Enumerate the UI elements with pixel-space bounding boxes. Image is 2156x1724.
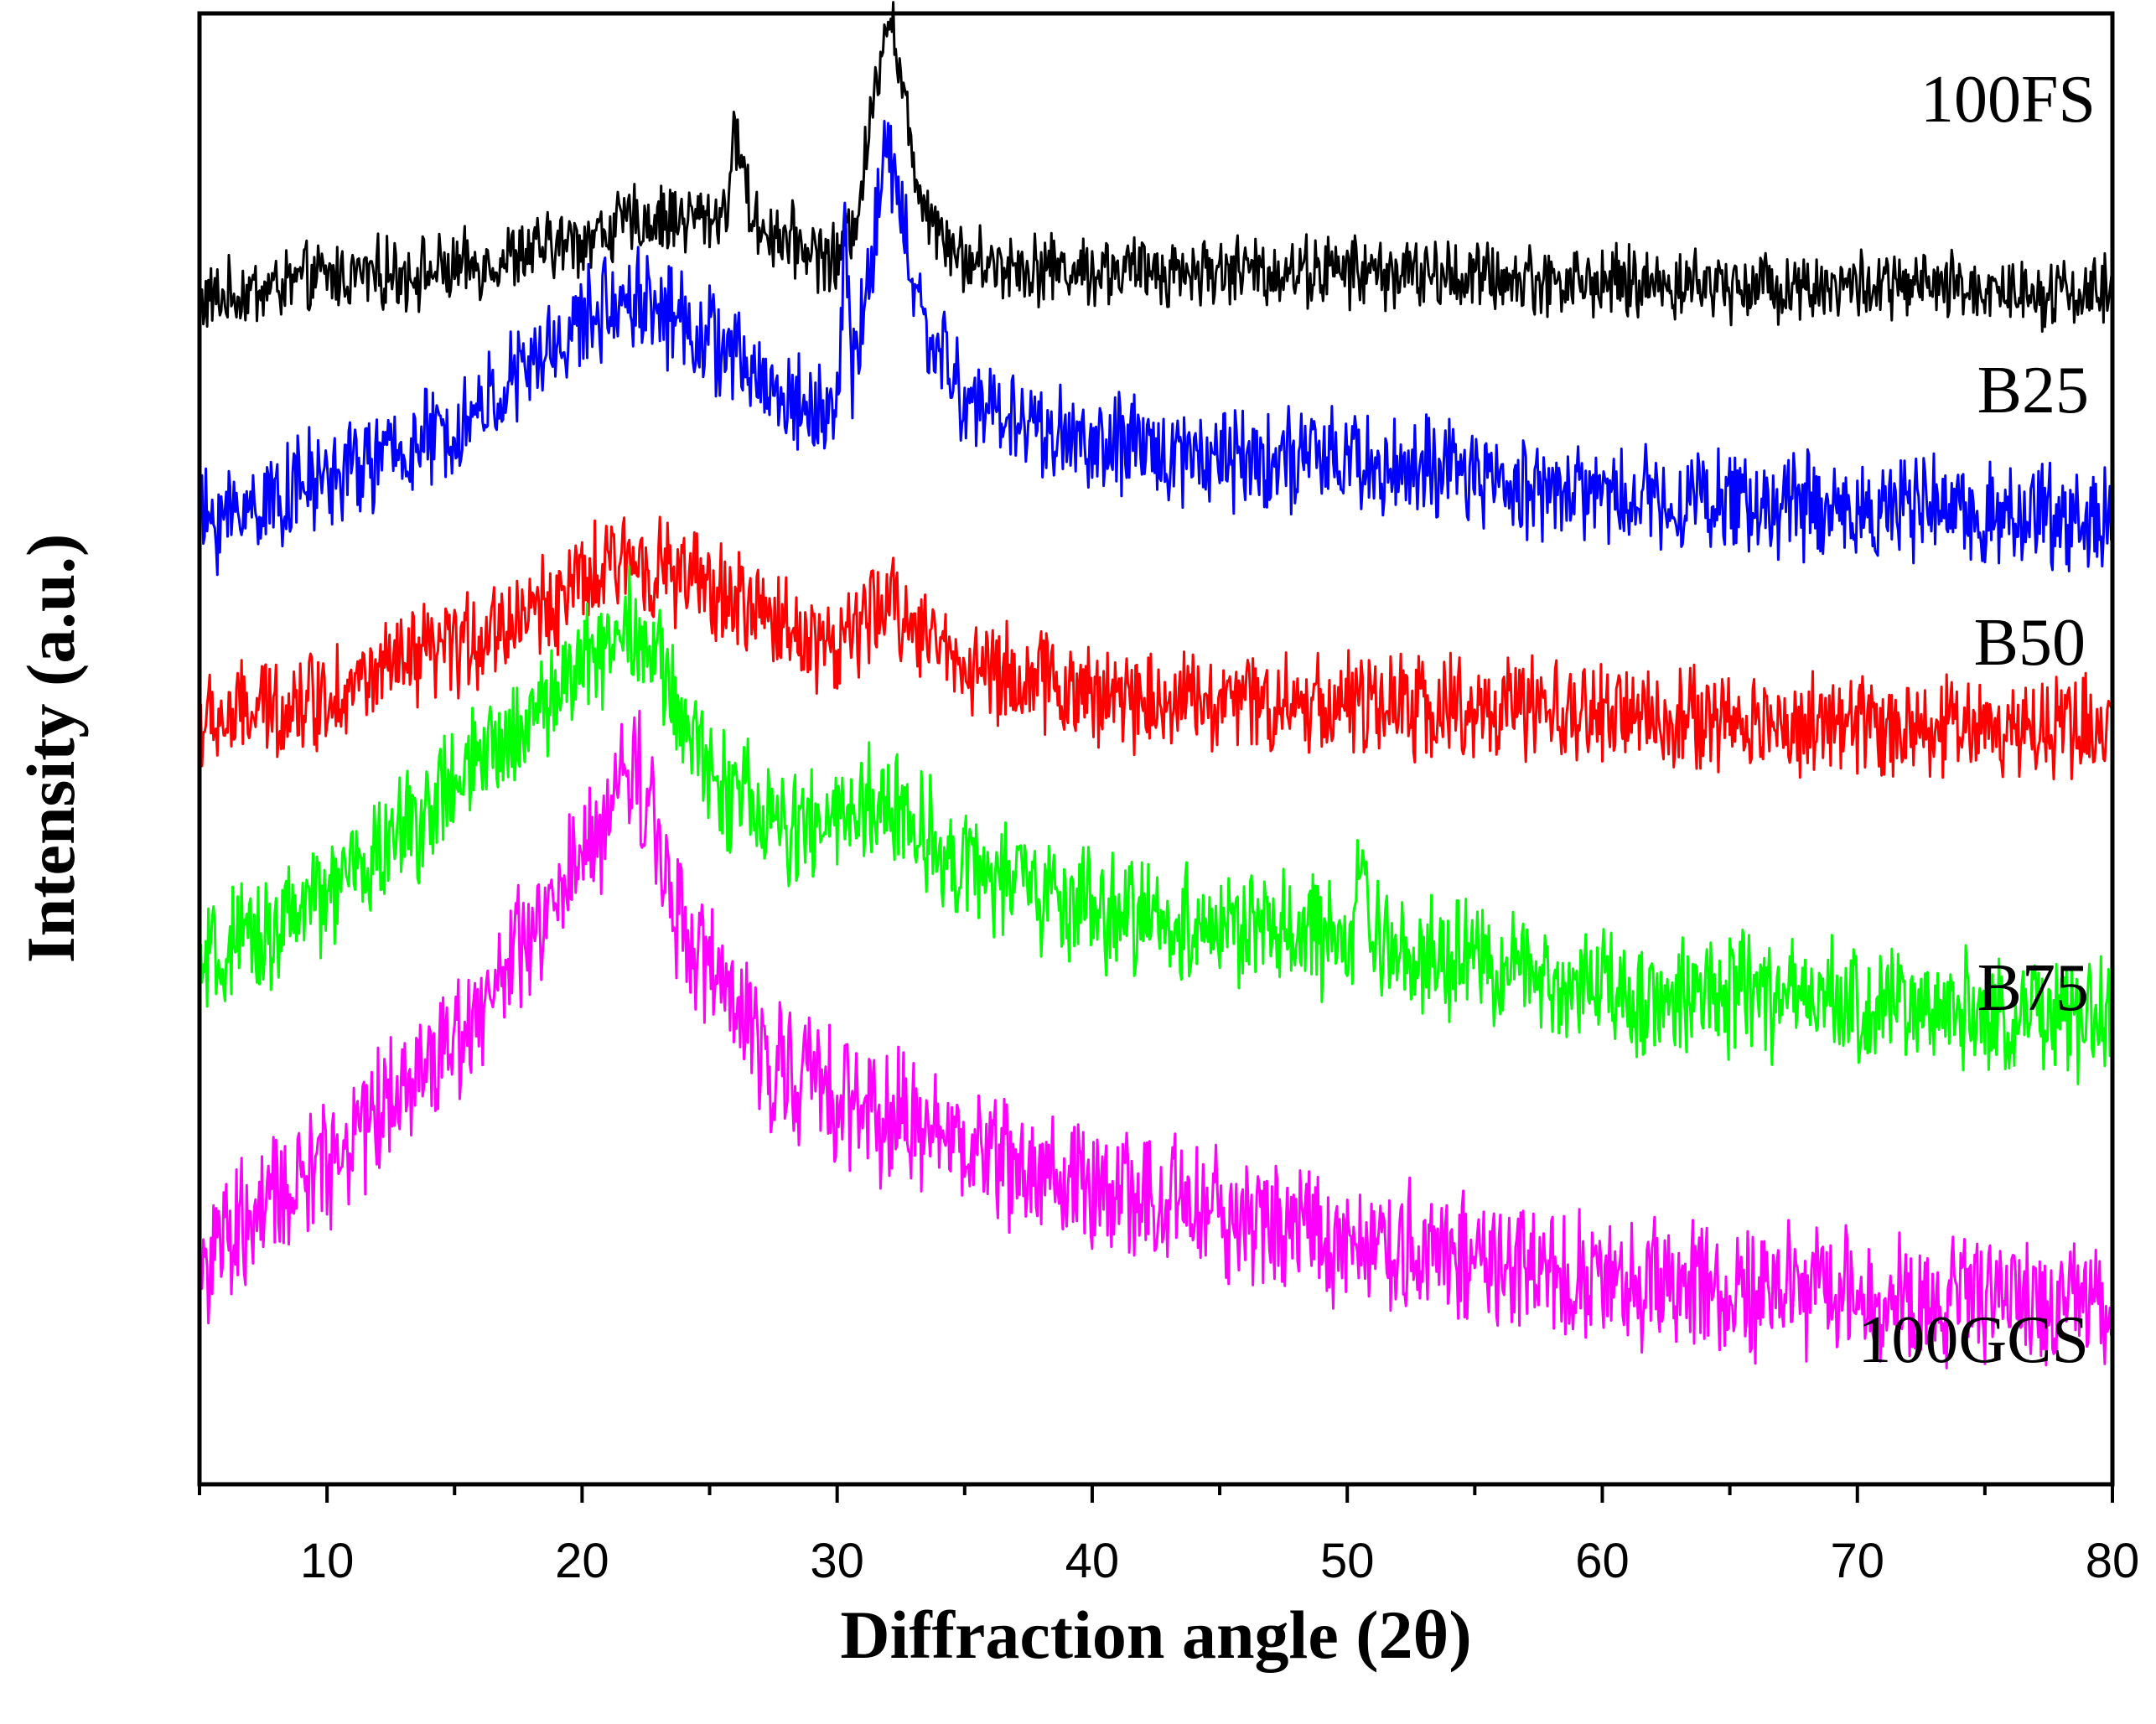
series-line-b25 (198, 120, 2114, 577)
x-tick-label-80: 80 (2086, 1534, 2140, 1588)
series-traces (198, 1, 2114, 1369)
x-axis-tick-labels: 10 20 30 40 50 60 70 80 (300, 1534, 2139, 1588)
series-label-100gcs: 100GCS (1858, 1303, 2089, 1377)
series-line-100fs (198, 1, 2114, 333)
x-axis-title: Diffraction angle (2θ) (840, 1597, 1471, 1673)
x-tick-label-40: 40 (1065, 1534, 1120, 1588)
series-line-b75 (198, 565, 2114, 1085)
series-label-b25: B25 (1977, 354, 2089, 427)
plot-frame (197, 11, 2115, 1487)
x-tick-label-30: 30 (810, 1534, 864, 1588)
x-tick-label-70: 70 (1830, 1534, 1884, 1588)
x-tick-label-10: 10 (300, 1534, 355, 1588)
y-axis-title: Intensity (a.u.) (13, 534, 89, 964)
series-line-100gcs (198, 709, 2114, 1369)
series-label-b50: B50 (1974, 606, 2086, 680)
x-tick-label-50: 50 (1320, 1534, 1375, 1588)
series-labels: 100FS B25 B50 B75 100GCS (1858, 63, 2096, 1377)
x-tick-label-60: 60 (1575, 1534, 1630, 1588)
series-line-b50 (198, 515, 2114, 780)
x-axis-ticks (198, 1484, 2114, 1503)
series-label-100fs: 100FS (1920, 63, 2096, 137)
x-tick-label-20: 20 (555, 1534, 609, 1588)
series-label-b75: B75 (1977, 951, 2089, 1025)
